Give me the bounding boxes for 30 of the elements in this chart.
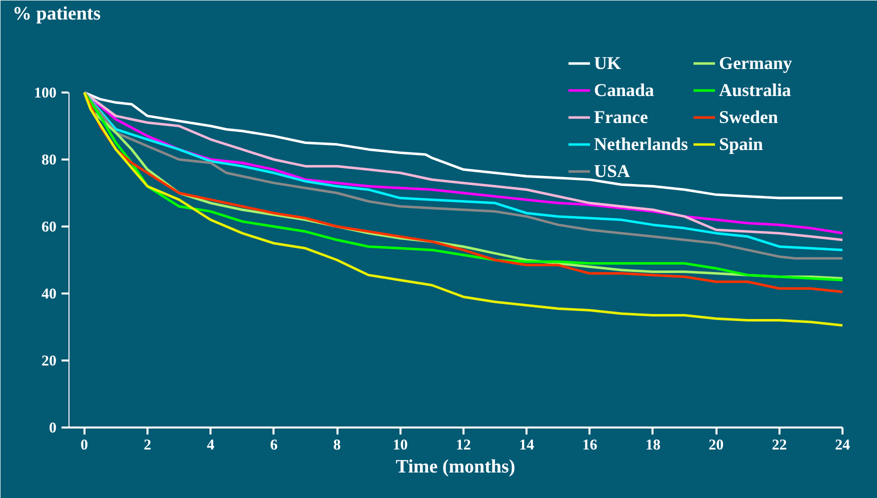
- y-axis-title: % patients: [12, 4, 101, 24]
- legend-label: Spain: [719, 133, 764, 155]
- x-tick-label: 0: [80, 438, 88, 454]
- y-tick-label: 80: [42, 152, 56, 168]
- y-tick-label: 60: [42, 220, 56, 236]
- x-tick-label: 20: [708, 438, 724, 454]
- legend-label: Australia: [719, 79, 791, 101]
- x-tick-label: 24: [835, 438, 850, 454]
- x-tick-label: 2: [144, 438, 152, 454]
- y-tick-label: 100: [34, 86, 56, 102]
- legend-label: Canada: [594, 79, 654, 101]
- legend-label: France: [594, 106, 648, 128]
- legend-label: UK: [594, 52, 621, 74]
- x-axis-title: Time (months): [396, 456, 516, 478]
- x-tick-label: 12: [456, 438, 471, 454]
- x-tick-label: 4: [206, 438, 215, 454]
- x-tick-label: 22: [772, 438, 787, 454]
- x-tick-label: 10: [392, 438, 408, 454]
- x-tick-label: 14: [519, 438, 535, 454]
- legend-label: Netherlands: [594, 133, 688, 155]
- x-tick-label: 8: [333, 438, 341, 454]
- y-tick-label: 40: [42, 286, 56, 302]
- y-tick-label: 0: [49, 420, 56, 436]
- y-tick-label: 20: [42, 354, 56, 370]
- x-tick-label: 18: [645, 438, 660, 454]
- legend-label: Sweden: [719, 106, 778, 128]
- legend-label: USA: [594, 160, 630, 182]
- legend-label: Germany: [719, 52, 792, 74]
- x-tick-label: 6: [270, 438, 278, 454]
- x-tick-label: 16: [582, 438, 598, 454]
